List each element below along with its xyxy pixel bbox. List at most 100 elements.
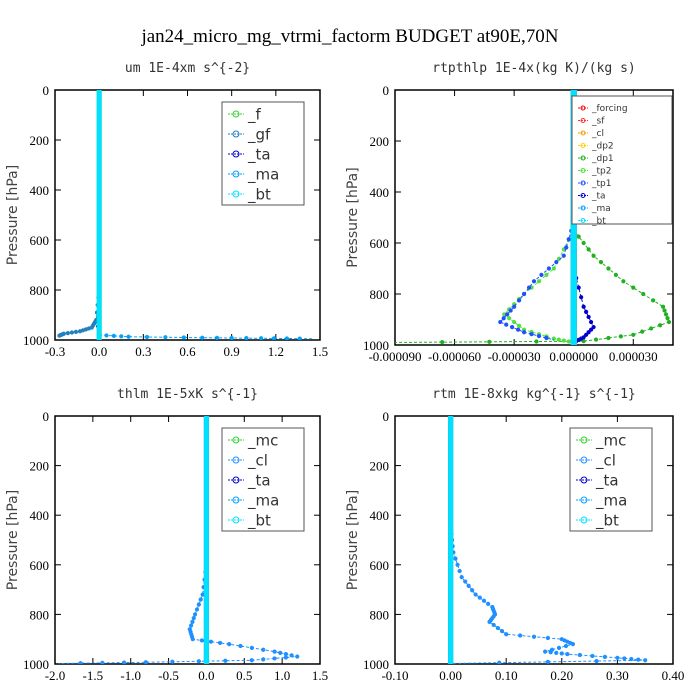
x-tick-label: 0.20 bbox=[550, 668, 573, 683]
legend-label: _ta bbox=[247, 471, 271, 490]
series1-point-5-3 bbox=[65, 331, 70, 336]
plot-frame bbox=[394, 89, 674, 346]
panel-title: rtpthlp 1E-4x(kg K)/(kg s) bbox=[432, 61, 636, 76]
series4-point-0-5 bbox=[97, 139, 102, 145]
series1-point-11-3 bbox=[559, 651, 564, 656]
legend-label: _dp1 bbox=[591, 154, 614, 164]
series5-point-4-3 bbox=[517, 323, 522, 328]
legend-marker bbox=[580, 496, 588, 504]
series1-point-10-0 bbox=[143, 660, 148, 664]
series4-point-0-3 bbox=[97, 119, 102, 124]
legend-marker bbox=[232, 110, 240, 118]
series4-point-6-2 bbox=[606, 335, 611, 341]
series1-point-6-3 bbox=[261, 647, 266, 652]
series5-point-2-2 bbox=[536, 279, 542, 284]
legend-marker bbox=[580, 516, 588, 524]
series9-point-0-0 bbox=[571, 90, 576, 93]
series4-point-1-11 bbox=[448, 651, 453, 656]
series3-point-4-2 bbox=[229, 335, 234, 340]
x-tick-label: -2.0 bbox=[45, 668, 66, 683]
series4-point-0-0 bbox=[204, 416, 209, 419]
series4-point-0-11 bbox=[97, 202, 102, 207]
series4-point-1-11 bbox=[204, 651, 209, 656]
series6-point-2-1 bbox=[554, 260, 559, 265]
y-tick-label: 600 bbox=[30, 558, 50, 573]
panel-4: rtm 1E-8xkg kg^{-1} s^{-1} Pressure [hPa]… bbox=[345, 387, 684, 683]
legend-label: _f bbox=[247, 105, 262, 124]
panel-title: thlm 1E-5xK s^{-1} bbox=[117, 387, 258, 402]
series6-point-2-2 bbox=[546, 266, 551, 271]
series6-point-1-2 bbox=[566, 237, 571, 242]
y-tick-label: 1000 bbox=[363, 657, 389, 672]
series6-point-3-2 bbox=[521, 291, 527, 297]
series4-point-1-10 bbox=[448, 641, 453, 646]
series3-point-2-1 bbox=[104, 333, 109, 338]
series-group bbox=[57, 90, 313, 340]
legend-label: _tp2 bbox=[591, 167, 611, 177]
series4-point-1-10 bbox=[204, 641, 209, 646]
series1-point-4-2 bbox=[481, 598, 487, 603]
x-tick-label: 0.6 bbox=[179, 344, 196, 359]
legend-label: _ta bbox=[247, 145, 271, 164]
series1-point-7-2 bbox=[283, 651, 289, 657]
series9-point-1-2 bbox=[571, 236, 576, 241]
series1-point-3-1 bbox=[463, 579, 468, 584]
series4-point-0-1 bbox=[204, 424, 209, 429]
series4-point-0-10 bbox=[204, 517, 209, 522]
series1-point-3-3 bbox=[470, 588, 475, 593]
x-tick-label: 1.2 bbox=[268, 344, 284, 359]
series-bt bbox=[448, 416, 454, 664]
series1-point-2-1 bbox=[453, 556, 458, 561]
x-tick-label: -1.0 bbox=[120, 668, 141, 683]
series4-point-3-0 bbox=[621, 279, 626, 284]
legend-label: _bt bbox=[595, 511, 619, 530]
series3-point-5-3 bbox=[297, 336, 302, 340]
legend-marker bbox=[580, 456, 588, 464]
series6-point-4-3 bbox=[501, 316, 506, 321]
series4-point-0-4 bbox=[97, 129, 102, 134]
series9-point-1-9 bbox=[571, 311, 576, 316]
panel-title: rtm 1E-8xkg kg^{-1} s^{-1} bbox=[432, 387, 636, 402]
x-tick-label: 1.0 bbox=[274, 668, 290, 683]
panel-2: rtpthlp 1E-4x(kg K)/(kg s) Pressure [hPa]… bbox=[345, 61, 674, 364]
legend-marker bbox=[580, 130, 586, 136]
series9-point-1-3 bbox=[571, 247, 576, 252]
series3-point-5-2 bbox=[284, 336, 289, 340]
legend: _forcing _sf _cl _dp2 _dp1 _tp2 _tp1 _ta _ma _bt bbox=[571, 95, 673, 227]
series4-point-0-11 bbox=[448, 527, 453, 532]
series7-point-3-0 bbox=[591, 325, 596, 330]
series4-point-3-3 bbox=[651, 298, 656, 303]
series6-point-4-0 bbox=[512, 304, 517, 309]
x-tick-label: 0.30 bbox=[606, 668, 629, 683]
x-tick-label: 0.0 bbox=[198, 668, 214, 683]
x-tick-label: 0.40 bbox=[662, 668, 685, 683]
series3-point-3-3 bbox=[181, 335, 186, 340]
panel-title: um 1E-4xm s^{-2} bbox=[125, 61, 250, 76]
series9-point-1-1 bbox=[571, 226, 576, 231]
series1-point-3-0 bbox=[192, 612, 198, 617]
series6-point-5-2 bbox=[510, 325, 515, 330]
series4-point-1-2 bbox=[204, 558, 209, 563]
series4-point-0-1 bbox=[448, 424, 453, 429]
x-tick-label: -0.10 bbox=[381, 668, 408, 683]
series9-point-1-5 bbox=[571, 268, 576, 273]
x-tick-label: -0.000090 bbox=[368, 349, 421, 364]
series1-point-12-2 bbox=[590, 653, 595, 659]
y-tick-label: 600 bbox=[30, 233, 50, 248]
series-tp1 bbox=[498, 90, 576, 341]
legend-marker bbox=[580, 193, 586, 198]
legend: _mc_cl_ta_ma_bt bbox=[221, 427, 305, 532]
series4-point-0-10 bbox=[448, 517, 453, 522]
series4-point-1-1 bbox=[204, 548, 209, 553]
legend-label: _ma bbox=[247, 491, 279, 510]
series4-point-0-6 bbox=[448, 475, 453, 481]
legend-label: _forcing bbox=[591, 104, 628, 114]
legend-label: _cl bbox=[591, 129, 604, 139]
legend-label: _ma bbox=[595, 491, 627, 510]
series4-point-1-5 bbox=[97, 264, 102, 270]
series-bt bbox=[203, 416, 209, 664]
series4-point-2-3 bbox=[613, 272, 619, 277]
series1-point-9-2 bbox=[196, 659, 201, 664]
series1-point-4-0 bbox=[473, 592, 478, 597]
series-gf bbox=[57, 90, 102, 338]
